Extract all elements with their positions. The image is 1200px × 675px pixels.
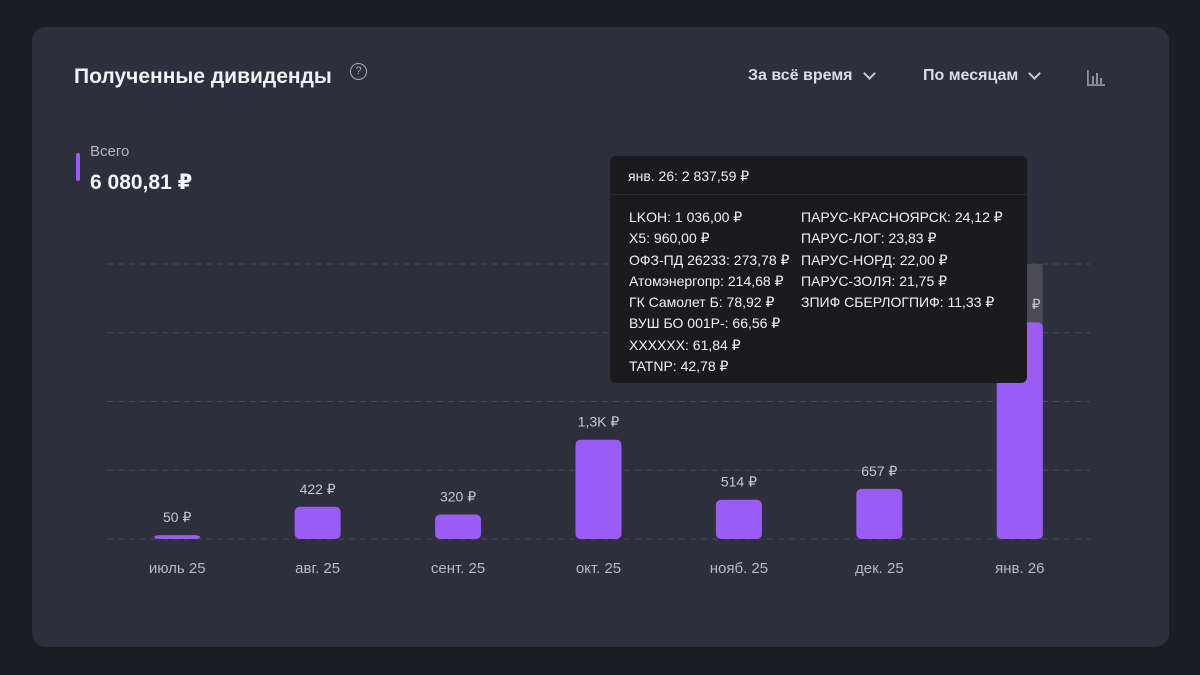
tooltip-item: TATNP: 42,78 ₽ — [629, 358, 729, 375]
tooltip-title: янв. 26: 2 837,59 ₽ — [628, 168, 750, 184]
grouping-dropdown-label: По месяцам — [923, 67, 1019, 84]
bar — [856, 488, 903, 539]
dividends-bar-chart: 50 ₽ июль 25 422 ₽ авг. 25 320 ₽ сент. 25 1,3K… — [107, 263, 1090, 577]
bar-value-label: 657 ₽ — [861, 463, 897, 479]
tooltip-right-column: ПАРУС-КРАСНОЯРСК: 24,12 ₽ ПАРУС-ЛОГ: 23,8… — [801, 207, 1003, 313]
grouping-dropdown[interactable]: По месяцам — [923, 67, 1042, 85]
x-tick-label: дек. 25 — [855, 560, 904, 577]
bar-chart-icon[interactable] — [1086, 69, 1106, 87]
dividends-card: Полученные дивиденды ? За всё время По м… — [32, 27, 1169, 647]
bar-value-label: 514 ₽ — [721, 474, 757, 490]
help-icon[interactable]: ? — [350, 63, 367, 80]
x-tick-label: нояб. 25 — [710, 560, 768, 577]
tooltip-item: ПАРУС-КРАСНОЯРСК: 24,12 ₽ — [801, 209, 1003, 225]
x-tick-label: сент. 25 — [431, 560, 485, 577]
tooltip-left-column: LKOH: 1 036,00 ₽ X5: 960,00 ₽ ОФЗ-ПД 26233… — [629, 207, 789, 377]
x-tick-label: авг. 25 — [295, 560, 340, 577]
tooltip-item: X5: 960,00 ₽ — [629, 230, 710, 247]
bar — [575, 439, 622, 539]
tooltip-item: LKOH: 1 036,00 ₽ — [629, 209, 743, 225]
x-tick-label: окт. 25 — [576, 560, 621, 577]
bar — [435, 514, 482, 539]
tooltip-item: ПАРУС-ЛОГ: 23,83 ₽ — [801, 230, 937, 247]
bar-value-label: 1,3K ₽ — [578, 414, 620, 430]
card-title: Полученные дивиденды — [74, 65, 332, 88]
tooltip-item: Атомэнергопр: 214,68 ₽ — [629, 272, 784, 289]
bar-value-label: 50 ₽ — [163, 509, 191, 525]
tooltip-item: ПАРУС-НОРД: 22,00 ₽ — [801, 251, 948, 268]
x-tick-label: янв. 26 — [995, 560, 1044, 577]
total-label: Всего — [90, 143, 130, 160]
tooltip-item: XXXXXX: 61,84 ₽ — [629, 336, 741, 353]
period-dropdown[interactable]: За всё время — [748, 67, 876, 85]
bar — [154, 535, 201, 539]
tooltip-item: ОФЗ-ПД 26233: 273,78 ₽ — [629, 251, 790, 268]
bar-value-label: 422 ₽ — [300, 481, 336, 497]
tooltip-item: ЗПИФ СБЕРЛОГПИФ: 11,33 ₽ — [801, 294, 995, 311]
total-accent-bar — [76, 153, 80, 181]
bar — [294, 506, 341, 539]
x-tick-label: июль 25 — [149, 560, 206, 577]
bar — [715, 499, 762, 539]
period-dropdown-label: За всё время — [748, 67, 853, 84]
bar-value-label: 320 ₽ — [440, 489, 476, 505]
tooltip-divider — [610, 194, 1027, 195]
bar-tooltip: янв. 26: 2 837,59 ₽ LKOH: 1 036,00 ₽ X5: … — [610, 156, 1027, 383]
tooltip-item: ПАРУС-ЗОЛЯ: 21,75 ₽ — [801, 272, 948, 289]
tooltip-item: ВУШ БО 001Р-: 66,56 ₽ — [629, 315, 781, 332]
tooltip-item: ГК Самолет Б: 78,92 ₽ — [629, 294, 775, 311]
total-value: 6 080,81 ₽ — [90, 171, 193, 194]
